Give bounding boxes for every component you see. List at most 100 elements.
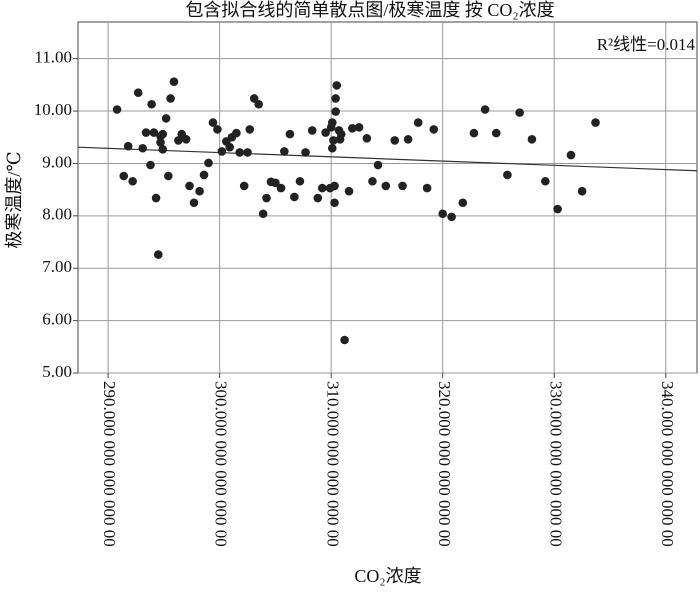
scatter-point	[151, 193, 161, 203]
scatter-point	[185, 181, 194, 191]
scatter-point	[362, 134, 372, 143]
scatter-point	[164, 171, 173, 181]
scatter-point	[566, 150, 576, 160]
scatter-point	[285, 129, 295, 139]
scatter-point	[331, 107, 340, 116]
y-tick-label: 10.00	[34, 100, 72, 119]
scatter-point	[327, 118, 337, 127]
scatter-point	[258, 209, 268, 219]
scatter-point	[429, 125, 439, 134]
scatter-point	[348, 124, 357, 133]
scatter-point	[133, 88, 143, 98]
scatter-point	[112, 105, 122, 114]
y-axis-label: 极寒温度/℃	[4, 151, 24, 248]
scatter-point	[330, 181, 339, 191]
x-tick-label: 300.000 000 000 000 00	[212, 381, 231, 547]
scatter-point	[330, 198, 339, 208]
scatter-point	[141, 128, 151, 137]
scatter-point	[381, 181, 391, 191]
scatter-point	[280, 147, 289, 156]
scatter-point	[422, 183, 432, 193]
y-tick-label: 8.00	[42, 205, 72, 224]
scatter-point	[271, 178, 280, 188]
scatter-point	[208, 118, 218, 127]
scatter-point	[447, 212, 456, 222]
scatter-point	[373, 160, 383, 170]
scatter-point	[138, 143, 147, 153]
scatter-point	[254, 99, 263, 109]
scatter-point	[307, 126, 317, 135]
scatter-point	[245, 125, 255, 134]
scatter-point	[199, 170, 209, 180]
scatter-point	[553, 204, 562, 214]
scatter-point	[313, 193, 323, 203]
scatter-point	[329, 136, 338, 145]
scatter-point	[527, 135, 537, 144]
scatter-point	[332, 81, 342, 90]
scatter-point	[147, 99, 156, 109]
scatter-point	[189, 198, 199, 208]
scatter-point	[340, 335, 349, 345]
scatter-point	[166, 94, 175, 103]
scatter-point	[317, 183, 327, 193]
scatter-point	[413, 118, 423, 127]
fit-line	[77, 146, 698, 172]
scatter-point	[243, 148, 252, 157]
scatter-point	[154, 250, 163, 259]
scatter-point	[161, 114, 171, 123]
scatter-point	[232, 128, 241, 138]
scatter-point	[195, 186, 204, 196]
scatter-point	[331, 94, 340, 103]
x-tick-label: 320.000 000 000 000 00	[435, 381, 454, 547]
y-tick-label: 5.00	[42, 362, 72, 381]
scatter-point	[321, 128, 330, 137]
scatter-point	[480, 105, 490, 114]
scatter-point	[235, 148, 245, 157]
scatter-point	[503, 170, 512, 180]
scatter-point	[591, 118, 600, 127]
scatter-point	[158, 129, 168, 139]
scatter-point	[158, 145, 168, 154]
scatter-point	[290, 192, 299, 202]
scatter-point	[276, 183, 286, 193]
y-tick-label: 6.00	[42, 310, 72, 329]
scatter-point	[213, 125, 222, 134]
scatter-point	[225, 142, 234, 152]
scatter-point	[146, 160, 155, 170]
scatter-point	[344, 186, 354, 196]
y-tick-label: 9.00	[42, 152, 72, 171]
y-tick-label: 7.00	[42, 257, 72, 276]
scatter-point	[368, 176, 377, 186]
scatter-point	[301, 148, 310, 157]
scatter-point	[217, 147, 227, 156]
scatter-point	[119, 171, 129, 181]
y-tick-label: 11.00	[34, 48, 72, 67]
scatter-point	[295, 176, 305, 186]
scatter-point	[491, 128, 501, 138]
plot-area	[77, 21, 698, 374]
scatter-point	[123, 141, 133, 151]
x-tick-label: 290.000 000 000 000 00	[100, 381, 119, 547]
annotation: R²线性=0.014	[597, 35, 696, 54]
x-axis-label: CO₂浓度	[354, 566, 421, 586]
x-tick-label: 310.000 000 000 000 00	[323, 381, 342, 547]
scatter-point	[327, 143, 337, 153]
x-tick-label: 340.000 000 000 000 00	[658, 381, 677, 547]
scatter-point	[398, 181, 407, 191]
scatter-point	[354, 123, 364, 132]
scatter-point	[149, 128, 159, 137]
scatter-point	[169, 77, 179, 87]
scatter-point	[336, 129, 346, 139]
x-tick-label: 330.000 000 000 000 00	[546, 381, 565, 547]
scatter-point	[239, 181, 249, 191]
scatter-point	[469, 128, 479, 138]
scatter-point	[403, 135, 413, 144]
scatter-point	[128, 176, 137, 186]
chart-title: 包含拟合线的简单散点图/极寒温度 按 CO₂浓度	[185, 0, 554, 20]
scatter-point	[181, 135, 191, 144]
scatter-point	[438, 209, 448, 219]
scatter-point	[577, 186, 587, 196]
scatter-point	[390, 136, 400, 145]
